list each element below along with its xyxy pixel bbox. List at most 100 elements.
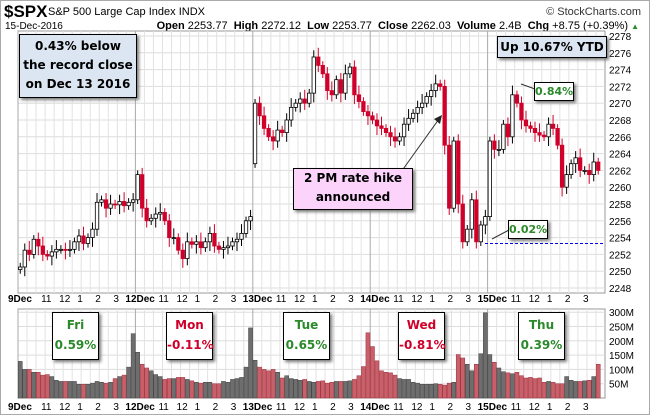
candle-body xyxy=(374,119,380,127)
symbol: $SPX xyxy=(4,2,48,21)
day-change-thu: Thu 0.39% xyxy=(518,312,565,360)
candle-body xyxy=(203,241,208,249)
day-change-wed: Wed -0.81% xyxy=(398,312,446,360)
candle-body xyxy=(483,216,488,226)
time-axis-label: 12 xyxy=(59,402,71,413)
candle-body xyxy=(284,119,289,134)
price-tick-label: 2264 xyxy=(609,150,632,161)
volume-bar xyxy=(315,381,321,399)
volume-bar xyxy=(180,377,186,399)
candle-body xyxy=(541,134,547,138)
day-change-tue: Tue 0.65% xyxy=(283,312,330,360)
price-tick-label: 2248 xyxy=(609,284,632,295)
candle-body xyxy=(140,174,145,209)
candle-body xyxy=(212,232,217,247)
time-axis-label: 2 xyxy=(95,294,101,305)
candle-body xyxy=(365,111,371,117)
candle-body xyxy=(58,248,64,251)
candle-body xyxy=(185,241,190,260)
time-axis-label: 1 xyxy=(429,402,435,413)
time-axis-label: 1 xyxy=(77,402,83,413)
candle-body xyxy=(478,224,483,243)
candle-body xyxy=(85,237,91,244)
price-tick-label: 2272 xyxy=(609,82,632,93)
volume-bar xyxy=(54,380,59,399)
volume-bar xyxy=(207,382,213,399)
candle-body xyxy=(207,232,213,243)
candle-body xyxy=(573,157,578,165)
time-axis-label: 3 xyxy=(231,402,237,413)
candle-body xyxy=(167,220,172,239)
index-name: S&P 500 Large Cap Index INDX xyxy=(48,6,205,18)
candle-body xyxy=(126,201,131,207)
price-tick-label: 2268 xyxy=(609,116,632,127)
volume-bar xyxy=(45,374,50,399)
candle-body xyxy=(578,157,583,171)
candle-body xyxy=(334,79,339,96)
candle-body xyxy=(112,203,118,206)
volume-bar xyxy=(365,332,371,399)
candle-body xyxy=(117,201,122,206)
candle-body xyxy=(569,163,574,175)
ytd-note: Up 10.67% YTD xyxy=(497,36,607,58)
candle-body xyxy=(45,253,50,257)
time-axis-label: 11 xyxy=(158,294,169,305)
volume-bar xyxy=(234,378,240,399)
candle-body xyxy=(406,117,411,125)
volume-bar xyxy=(40,374,46,399)
candle-body xyxy=(94,201,100,230)
candle-body xyxy=(505,123,511,138)
time-axis-label: 11 xyxy=(393,402,404,413)
volume-bar xyxy=(275,372,280,399)
volume-bar xyxy=(103,382,109,399)
volume-bar xyxy=(212,383,217,399)
up-arrow-icon: ▲ xyxy=(631,22,639,31)
volume-bar xyxy=(469,370,475,399)
copyright: © StockCharts.com xyxy=(546,6,641,18)
volume-bar xyxy=(537,377,542,399)
time-axis-label: 3 xyxy=(466,402,472,413)
volume-bar xyxy=(564,376,569,399)
volume-bar xyxy=(171,378,177,399)
time-axis-label: 13Dec xyxy=(243,402,273,413)
candle-body xyxy=(36,238,41,247)
volume-bar xyxy=(325,382,330,399)
candle-body xyxy=(343,73,348,94)
volume-bar xyxy=(117,376,122,399)
volume-bar xyxy=(203,382,208,399)
time-axis-label: 11 xyxy=(41,294,52,305)
candle-body xyxy=(424,96,429,104)
volume-bar xyxy=(392,374,398,399)
volume-bar xyxy=(293,379,298,399)
volume-bar xyxy=(58,381,64,399)
volume-bar xyxy=(248,327,253,399)
time-axis-label: 2 xyxy=(213,402,219,413)
volume-bar xyxy=(257,366,262,399)
volume-bar xyxy=(189,380,195,399)
candle-body xyxy=(474,199,479,243)
candle-body xyxy=(528,125,533,129)
time-axis-label: 1 xyxy=(195,402,201,413)
candle-body xyxy=(230,241,235,247)
candle-body xyxy=(456,140,461,205)
time-axis-label: 1 xyxy=(312,294,318,305)
volume-bar xyxy=(492,362,497,399)
time-axis-label: 12 xyxy=(294,402,306,413)
volume-bar xyxy=(112,378,118,399)
time-axis-label: 12 xyxy=(529,402,541,413)
time-axis-label: 1 xyxy=(77,294,83,305)
volume-bar xyxy=(568,380,574,399)
candle-body xyxy=(49,251,54,257)
price-tick-label: 2262 xyxy=(609,166,632,177)
volume-tick-label: 50M xyxy=(609,380,628,391)
candle-body xyxy=(31,238,36,255)
candle-body xyxy=(144,207,149,222)
volume-bar xyxy=(22,369,28,399)
volume-bar xyxy=(595,364,601,399)
time-axis-label: 3 xyxy=(348,294,354,305)
candle-body xyxy=(261,115,267,129)
volume-bar xyxy=(121,374,127,399)
candle-body xyxy=(325,73,330,92)
candle-body xyxy=(546,123,551,138)
volume-bar xyxy=(230,379,235,399)
